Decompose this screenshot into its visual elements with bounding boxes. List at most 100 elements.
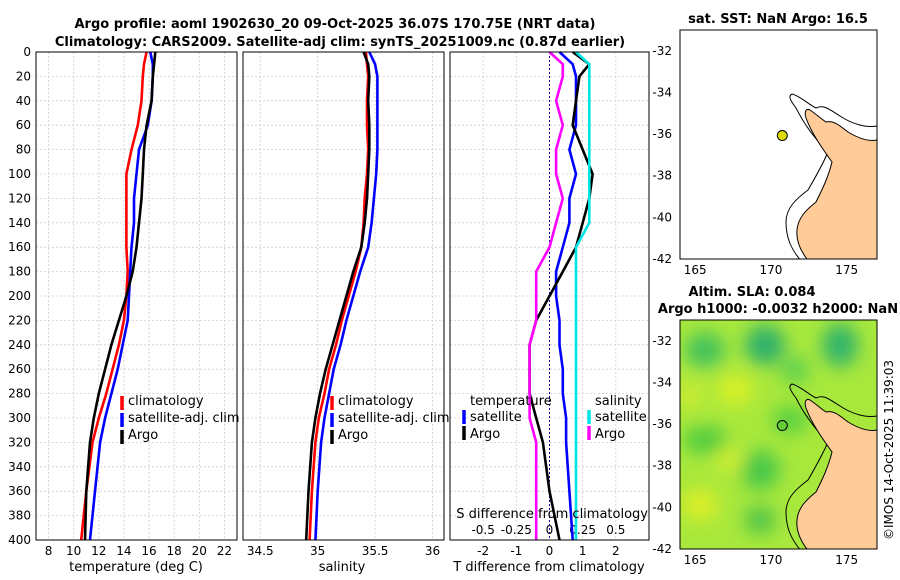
- map-y-tick-label: -32: [652, 44, 672, 58]
- y-tick-label: 40: [16, 94, 31, 108]
- y-tick-label: 320: [8, 435, 31, 449]
- map-y-tick-label: -40: [652, 210, 672, 224]
- y-tick-label: 180: [8, 265, 31, 279]
- legend-sal-climatology-label: climatology: [338, 394, 414, 409]
- salinity-panel: 34.5 35 35.5 36 salinity climatology satell…: [242, 51, 450, 575]
- y-tick-label: 280: [8, 387, 31, 401]
- y-tick-label: 120: [8, 191, 31, 205]
- salinity-lines: [304, 51, 379, 541]
- legend-sal-satellite-label: satellite-adj. clim: [338, 411, 450, 426]
- series-line-argo: [83, 51, 157, 541]
- x-tick-label: 14: [116, 544, 131, 558]
- map-y-tick-label: -42: [652, 542, 672, 556]
- y-tick-label: 0: [23, 45, 31, 59]
- y-tick-label: 240: [8, 338, 31, 352]
- x-tick-label: 35: [310, 544, 325, 558]
- map-x-tick-label: 170: [759, 553, 782, 567]
- sla-map-panel: Altim. SLA: 0.084 Argo h1000: -0.0032 h2…: [652, 285, 898, 567]
- legend-sal-argo-label: Argo: [338, 428, 368, 443]
- map-y-tick-label: -36: [652, 127, 672, 141]
- legend-temperature-title: temperature: [470, 394, 552, 409]
- difference-top-axis-label: S difference from climatology: [456, 507, 648, 522]
- temperature-legend: climatology satellite-adj. clim Argo: [120, 394, 240, 444]
- figure-title-line2: Climatology: CARS2009. Satellite-adj cli…: [55, 35, 625, 50]
- salinity-xlabel: salinity: [319, 560, 366, 575]
- temperature-axes-box: [35, 51, 238, 541]
- figure-title-line1: Argo profile: aoml 1902630_20 09-Oct-202…: [75, 17, 596, 32]
- y-tick-label: 160: [8, 240, 31, 254]
- series-line-salinity-satellite: [574, 51, 591, 540]
- temperature-panel: 0 20 40 60 80 100 120 140 160 180 200 220 240 260 280 3…: [8, 45, 240, 575]
- sla-float-marker: [776, 420, 788, 432]
- legend-climatology-label: climatology: [128, 394, 204, 409]
- y-tick-label: 300: [8, 411, 31, 425]
- sla-land: [796, 399, 877, 549]
- difference-legend: temperature satellite Argo salinity sate…: [462, 394, 647, 442]
- salinity-grid: [243, 51, 444, 541]
- map-x-tick-label: 165: [684, 263, 707, 277]
- sst-map-title: sat. SST: NaN Argo: 16.5: [688, 12, 868, 27]
- y-tick-label: 20: [16, 69, 31, 83]
- difference-xlabel: T difference from climatology: [452, 560, 645, 575]
- legend-argo-label: Argo: [128, 428, 158, 443]
- temperature-xlabel: temperature (deg C): [69, 560, 203, 575]
- x-tick-label: -1: [510, 544, 522, 558]
- x-tick-label: 2: [612, 544, 620, 558]
- sla-map-tick-labels: 165 170 175 -32 -34 -36 -38 -40 -42: [652, 334, 858, 567]
- x-tick-label: 22: [217, 544, 232, 558]
- series-line-salinity-argo: [528, 51, 565, 540]
- map-y-tick-label: -38: [652, 169, 672, 183]
- map-y-tick-label: -34: [652, 85, 672, 99]
- legend-sal-argo-diff-label: Argo: [595, 427, 625, 442]
- sst-float-marker: [776, 130, 788, 142]
- legend-sal-satellite-diff-label: satellite: [595, 410, 647, 425]
- series-line-climatology: [79, 51, 148, 541]
- series-line-argo: [304, 51, 371, 541]
- top-x-tick-label: -0.25: [501, 523, 532, 537]
- y-tick-label: 80: [16, 143, 31, 157]
- legend-temp-argo-label: Argo: [470, 427, 500, 442]
- sst-map-axes-box: [679, 29, 878, 260]
- sla-map-axes-box: [679, 319, 878, 550]
- map-y-tick-label: -32: [652, 334, 672, 348]
- top-x-tick-label: 0.5: [606, 523, 625, 537]
- x-tick-label: 10: [66, 544, 81, 558]
- top-x-tick-label: -0.5: [471, 523, 494, 537]
- x-tick-label: 0: [546, 544, 554, 558]
- imos-timestamp: ©IMOS 14-Oct-2025 11:39:03: [882, 360, 896, 540]
- difference-lines: [528, 50, 594, 541]
- y-tick-label: 400: [8, 533, 31, 547]
- x-tick-label: 35.5: [362, 544, 389, 558]
- sla-map-title-line1: Altim. SLA: 0.084: [689, 285, 816, 300]
- y-tick-label: 140: [8, 216, 31, 230]
- x-tick-label: 34.5: [247, 544, 274, 558]
- sst-map-tick-labels: 165 170 175 -32 -34 -36 -38 -40 -42: [652, 44, 858, 277]
- y-tick-label: 220: [8, 313, 31, 327]
- legend-satellite-label: satellite-adj. clim: [128, 411, 240, 426]
- map-x-tick-label: 175: [835, 263, 858, 277]
- x-tick-label: 36: [425, 544, 440, 558]
- map-y-tick-label: -36: [652, 417, 672, 431]
- map-x-tick-label: 175: [835, 553, 858, 567]
- y-tick-label: 380: [8, 509, 31, 523]
- y-tick-label: 60: [16, 118, 31, 132]
- series-line-satellite-adj-clim: [314, 51, 379, 541]
- temperature-tick-labels: 0 20 40 60 80 100 120 140 160 180 200 220 240 260 280 3…: [8, 45, 232, 558]
- y-tick-label: 360: [8, 484, 31, 498]
- salinity-tick-labels: 34.5 35 35.5 36: [247, 544, 440, 558]
- series-line-temperature-argo: [528, 50, 594, 541]
- x-tick-label: 20: [192, 544, 207, 558]
- map-x-tick-label: 165: [684, 553, 707, 567]
- salinity-axes-box: [242, 51, 445, 541]
- y-tick-label: 200: [8, 289, 31, 303]
- x-tick-label: 1: [579, 544, 587, 558]
- x-tick-label: -2: [477, 544, 489, 558]
- salinity-legend: climatology satellite-adj. clim Argo: [330, 394, 450, 444]
- map-x-tick-label: 170: [759, 263, 782, 277]
- sla-field: [680, 320, 877, 549]
- map-y-tick-label: -38: [652, 459, 672, 473]
- y-tick-label: 260: [8, 362, 31, 376]
- difference-axes-box: [449, 51, 650, 541]
